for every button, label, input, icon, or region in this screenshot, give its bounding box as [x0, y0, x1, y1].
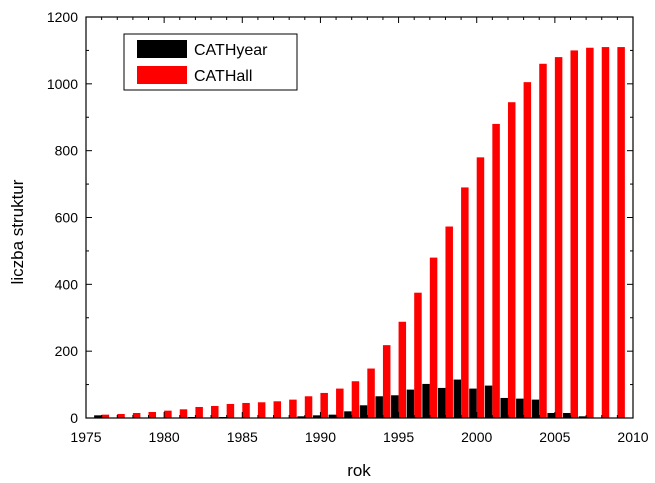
x-tick-label: 2010: [617, 429, 648, 445]
x-tick-label: 1980: [149, 429, 180, 445]
x-tick-label: 2005: [539, 429, 570, 445]
bar-cathyear-2001: [484, 385, 493, 418]
bar-cathall-1992: [351, 381, 360, 418]
y-tick-label: 800: [55, 143, 79, 159]
bar-cathyear-2004: [531, 399, 540, 418]
x-tick-label: 1990: [305, 429, 336, 445]
bar-cathall-1984: [226, 403, 235, 418]
bar-cathyear-1989: [297, 416, 305, 418]
bar-cathall-2002: [507, 102, 516, 419]
bar-cathall-1997: [429, 257, 438, 418]
bar-cathyear-1999: [453, 379, 462, 418]
bar-cathyear-1997: [422, 383, 430, 418]
bar-cathall-1980: [164, 410, 172, 418]
y-axis-title: liczba struktur: [8, 179, 27, 284]
bar-cathyear-1994: [375, 396, 383, 418]
bar-cathall-1978: [132, 412, 141, 418]
bar-cathyear-2003: [516, 398, 524, 418]
y-tick-label: 1000: [47, 76, 78, 92]
bar-cathall-1995: [398, 321, 407, 418]
y-tick-label: 0: [70, 410, 78, 426]
bar-cathall-1999: [461, 187, 469, 418]
bar-cathyear-2007: [578, 416, 587, 418]
bar-cathall-1986: [257, 402, 266, 418]
bar-cathall-1985: [242, 402, 250, 418]
legend: CATHyear CATHall: [123, 33, 298, 91]
x-axis: 1975 1980 1985 1990 1995 2000 2005 2010: [70, 17, 649, 445]
bar-cathyear-2000: [469, 388, 477, 418]
legend-swatch-cathyear: [137, 40, 187, 58]
bar-cathyear-1995: [391, 395, 399, 418]
bar-cathyear-1976: [94, 415, 102, 418]
bar-cathyear-1990: [312, 415, 321, 418]
legend-swatch-cathall: [137, 66, 187, 84]
bar-cathall-1996: [414, 292, 422, 418]
bar-cathyear-2006: [562, 412, 571, 418]
x-tick-label: 1985: [227, 429, 258, 445]
bar-cathall-2004: [539, 63, 547, 418]
bar-cathall-1988: [289, 399, 297, 418]
bar-cathall-2006: [570, 50, 578, 419]
bar-cathyear-1998: [437, 387, 446, 418]
bar-cathall-2007: [586, 47, 594, 419]
y-axis: 0 200 400 600 800 1000 1200: [47, 9, 633, 426]
y-tick-label: 1200: [47, 9, 78, 25]
bar-cathall-1993: [367, 368, 375, 418]
bar-cathall-1982: [195, 406, 203, 418]
y-tick-label: 600: [55, 210, 79, 226]
bar-cathall-1994: [382, 345, 391, 418]
bar-cathall-1979: [148, 411, 157, 418]
bar-cathall-1990: [320, 392, 328, 418]
x-tick-label: 1975: [70, 429, 101, 445]
bar-cathall-2000: [476, 157, 485, 418]
bar-cathall-1987: [273, 401, 282, 418]
y-tick-label: 400: [55, 276, 79, 292]
bar-cathall-2009: [617, 47, 625, 418]
bar-cathall-1989: [304, 396, 313, 418]
bar-cathyear-2005: [547, 412, 555, 418]
bar-cathyear-2002: [500, 397, 508, 418]
bar-cathall-1983: [211, 405, 219, 418]
legend-label-cathyear: CATHyear: [194, 42, 268, 59]
bars-group: [94, 47, 625, 419]
bar-cathyear-1991: [328, 414, 337, 418]
x-tick-label: 1995: [383, 429, 414, 445]
bar-cathall-2003: [523, 82, 532, 418]
bar-cathall-2001: [492, 123, 500, 419]
x-axis-title: rok: [347, 461, 371, 480]
bar-cathall-1981: [179, 409, 188, 418]
bar-cathall-2008: [601, 47, 610, 418]
y-tick-label: 200: [55, 343, 79, 359]
x-tick-label: 2000: [461, 429, 492, 445]
bar-cathall-1991: [336, 388, 344, 418]
legend-label-cathall: CATHall: [194, 68, 252, 85]
bar-cathall-2005: [554, 57, 563, 418]
bar-cathyear-1996: [406, 389, 415, 418]
bar-cathyear-1993: [359, 405, 368, 418]
bar-cathall-1998: [445, 226, 453, 418]
bar-cathall-1976: [101, 414, 110, 418]
bar-cathyear-1992: [344, 411, 352, 418]
bar-cathall-1977: [117, 413, 125, 418]
